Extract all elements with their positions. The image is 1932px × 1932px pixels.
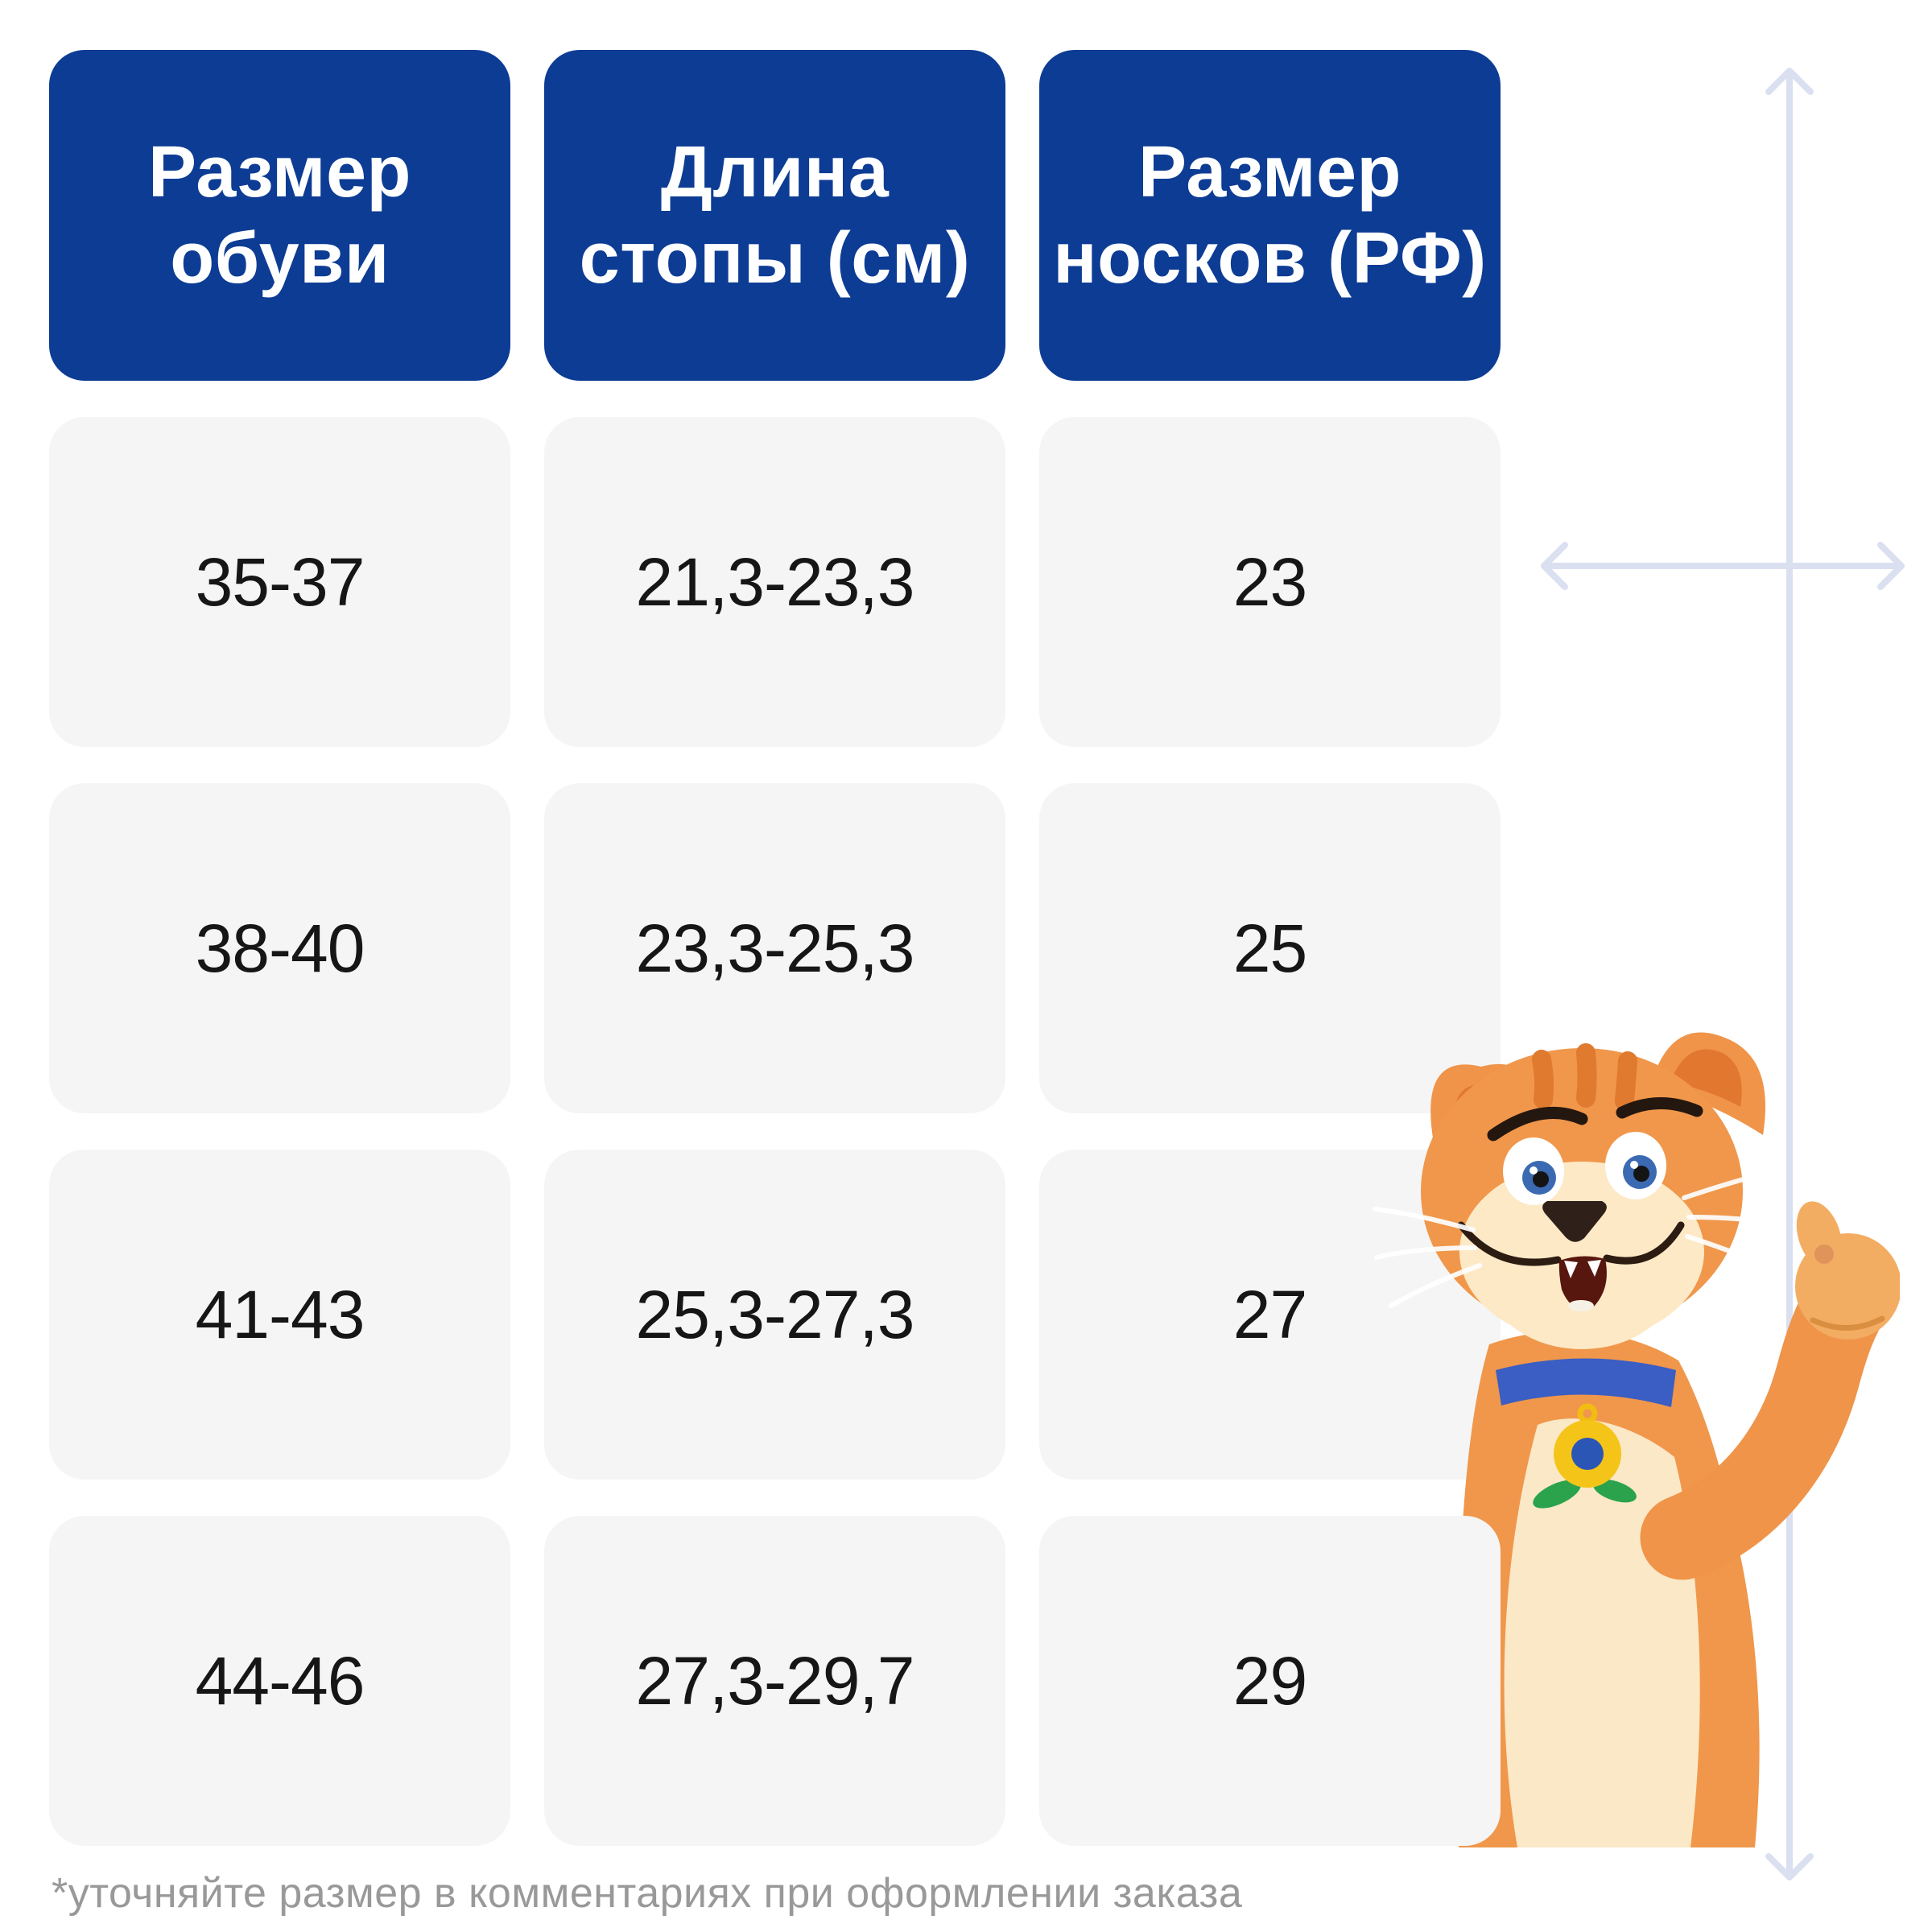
cat-medallion: [1533, 1403, 1637, 1509]
size-table: Размер обуви Длина стопы (см) Размер нос…: [49, 50, 1501, 1846]
cell-sock-size-row-1: 23: [1039, 417, 1501, 747]
cell-sock-size-row-4: 29: [1039, 1516, 1501, 1846]
footnote-text: *уточняйте размер в комментариях при офо…: [52, 1870, 1243, 1917]
cell-foot-length-row-4: 27,3-29,7: [544, 1516, 1005, 1846]
cell-shoe-size-row-2: 38-40: [49, 783, 510, 1113]
cat-ear-right: [1650, 1032, 1765, 1135]
cat-nose: [1542, 1201, 1607, 1242]
cat-eye-right: [1605, 1132, 1666, 1199]
column-header-sock-size: Размер носков (РФ): [1039, 50, 1501, 381]
cat-eye-left: [1503, 1137, 1564, 1205]
cat-mouth: [1558, 1256, 1607, 1310]
cat-raised-paw: [1640, 1201, 1900, 1580]
cell-shoe-size-row-3: 41-43: [49, 1150, 510, 1480]
column-header-shoe-size: Размер обуви: [49, 50, 510, 381]
cat-body: [1457, 1331, 1760, 1847]
cell-foot-length-row-2: 23,3-25,3: [544, 783, 1005, 1113]
cell-foot-length-row-3: 25,3-27,3: [544, 1150, 1005, 1480]
cell-shoe-size-row-4: 44-46: [49, 1516, 510, 1846]
cell-sock-size-row-3: 27: [1039, 1150, 1501, 1480]
cell-foot-length-row-1: 21,3-23,3: [544, 417, 1005, 747]
horizontal-measure-arrow-icon: [1541, 542, 1905, 590]
cell-shoe-size-row-1: 35-37: [49, 417, 510, 747]
column-header-foot-length: Длина стопы (см): [544, 50, 1005, 381]
cat-collar: [1496, 1358, 1676, 1407]
vertical-measure-arrow-icon: [1765, 68, 1814, 1880]
cell-sock-size-row-2: 25: [1039, 783, 1501, 1113]
